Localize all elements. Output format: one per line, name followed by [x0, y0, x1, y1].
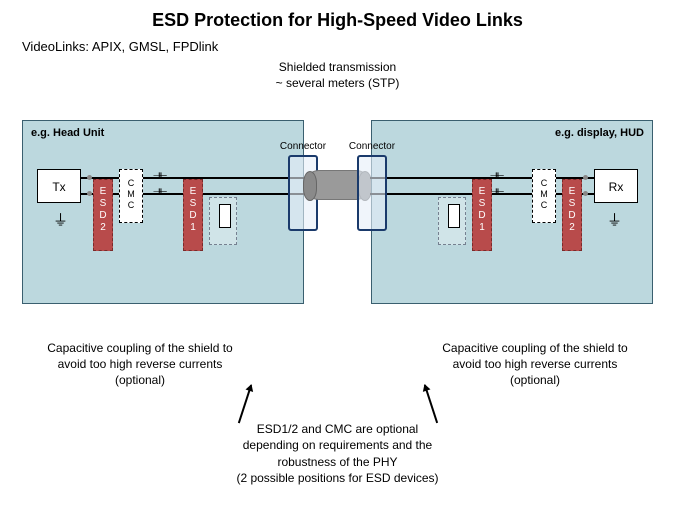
head-unit-block: e.g. Head Unit Tx ⏚ ESD2 CMC ESD1 Connec…: [22, 120, 304, 304]
cable-label-line2: ~ several meters (STP): [276, 76, 400, 90]
shield-cap-icon: [438, 197, 466, 245]
bottom-line1: ESD1/2 and CMC are optional: [257, 422, 418, 436]
cmc-block: CMC: [119, 169, 143, 223]
connector-block: [357, 155, 387, 231]
esd1-block: ESD1: [472, 179, 492, 251]
arrow-icon: [423, 385, 437, 424]
bottom-line2: depending on requirements and the: [243, 438, 432, 452]
node-dot: [87, 175, 92, 180]
display-unit-block: e.g. display, HUD Rx ⏚ ESD2 CMC ESD1 Con…: [371, 120, 653, 304]
cable-label: Shielded transmission ~ several meters (…: [0, 60, 675, 91]
esd1-block: ESD1: [183, 179, 203, 251]
bottom-line4: (2 possible positions for ESD devices): [236, 471, 438, 485]
coupling-caps-icon: [490, 169, 508, 199]
esd2-block: ESD2: [562, 179, 582, 251]
coupling-annotation-right: Capacitive coupling of the shield to avo…: [435, 340, 635, 389]
head-unit-label: e.g. Head Unit: [31, 127, 104, 139]
node-dot: [87, 191, 92, 196]
bottom-note: ESD1/2 and CMC are optional depending on…: [0, 421, 675, 486]
display-unit-label: e.g. display, HUD: [555, 127, 644, 139]
bottom-line3: robustness of the PHY: [277, 455, 397, 469]
diagram-stage: e.g. Head Unit Tx ⏚ ESD2 CMC ESD1 Connec…: [22, 120, 653, 320]
cmc-block: CMC: [532, 169, 556, 223]
tx-chip: Tx: [37, 169, 81, 203]
shield-cap-icon: [209, 197, 237, 245]
page-title: ESD Protection for High-Speed Video Link…: [0, 0, 675, 31]
cable-label-line1: Shielded transmission: [279, 60, 396, 74]
node-dot: [583, 175, 588, 180]
arrow-icon: [238, 385, 252, 424]
node-dot: [583, 191, 588, 196]
connector-label: Connector: [342, 141, 402, 152]
rx-chip: Rx: [594, 169, 638, 203]
ground-icon: ⏚: [607, 209, 622, 230]
coupling-annotation-left: Capacitive coupling of the shield to avo…: [40, 340, 240, 389]
ground-icon: ⏚: [53, 209, 68, 230]
coupling-caps-icon: [153, 169, 171, 199]
connector-label: Connector: [273, 141, 333, 152]
videolinks-subtitle: VideoLinks: APIX, GMSL, FPDlink: [0, 31, 675, 54]
esd2-block: ESD2: [93, 179, 113, 251]
